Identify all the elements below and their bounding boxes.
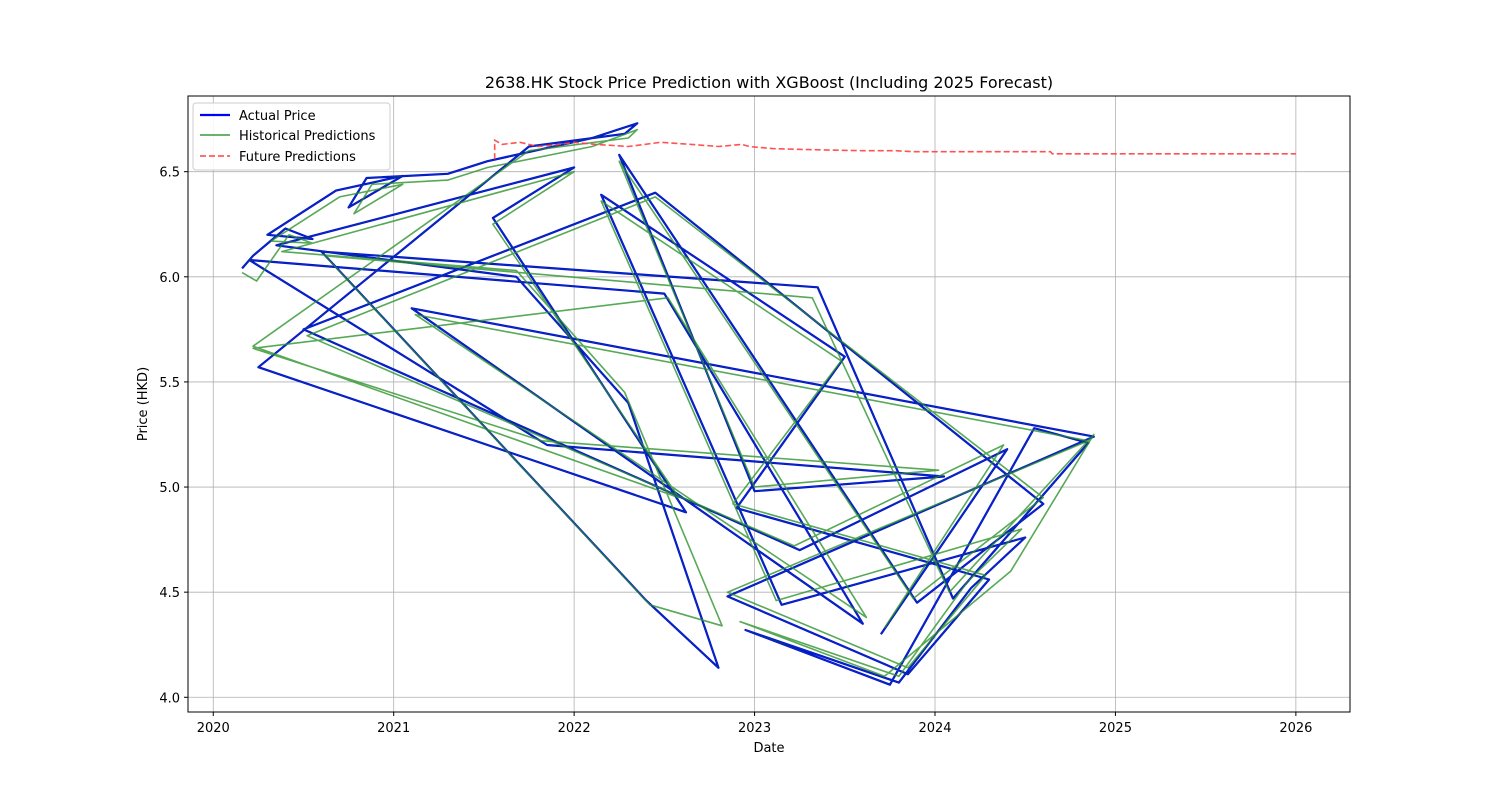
x-tick-label: 2026	[1279, 721, 1312, 736]
x-tick-label: 2023	[738, 721, 771, 736]
x-tick-label: 2021	[377, 721, 410, 736]
legend: Actual Price Historical Predictions Futu…	[193, 103, 390, 170]
y-tick-label: 6.5	[159, 166, 180, 181]
y-tick-label: 6.0	[159, 271, 180, 286]
legend-label-future: Future Predictions	[239, 150, 356, 165]
x-tick-label: 2022	[558, 721, 591, 736]
x-tick-label: 2020	[197, 721, 230, 736]
legend-label-historical: Historical Predictions	[239, 129, 376, 144]
y-tick-label: 5.5	[159, 376, 180, 391]
y-tick-label: 4.0	[159, 691, 180, 706]
x-tick-label: 2025	[1099, 721, 1132, 736]
y-tick-label: 4.5	[159, 586, 180, 601]
y-tick-label: 5.0	[159, 481, 180, 496]
x-axis-label: Date	[753, 741, 784, 756]
legend-label-actual: Actual Price	[239, 109, 316, 124]
chart-title: 2638.HK Stock Price Prediction with XGBo…	[485, 73, 1053, 92]
x-tick-label: 2024	[918, 721, 951, 736]
y-axis-label: Price (HKD)	[136, 367, 151, 441]
